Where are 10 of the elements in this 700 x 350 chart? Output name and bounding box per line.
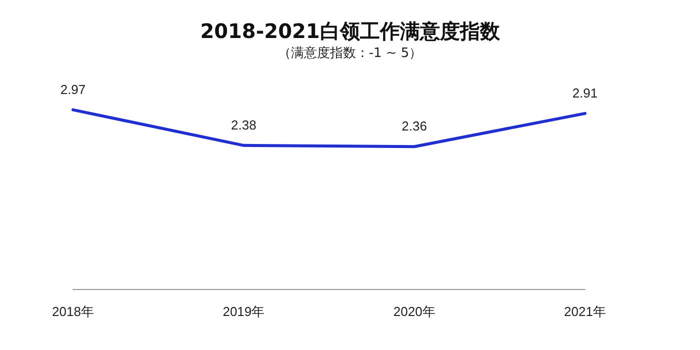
data-label: 2.91: [572, 85, 598, 100]
x-tick-label: 2019年: [222, 304, 265, 319]
x-tick-label: 2021年: [564, 304, 606, 319]
x-tick-label: 2020年: [393, 304, 436, 319]
chart-subtitle: （满意度指数：-1 ~ 5）: [278, 45, 422, 61]
data-label: 2.38: [231, 117, 256, 132]
data-label: 2.36: [402, 118, 427, 134]
x-tick-label: 2018年: [52, 304, 94, 319]
chart-title: 2018-2021白领工作满意度指数: [200, 19, 501, 43]
data-label: 2.97: [60, 82, 86, 97]
